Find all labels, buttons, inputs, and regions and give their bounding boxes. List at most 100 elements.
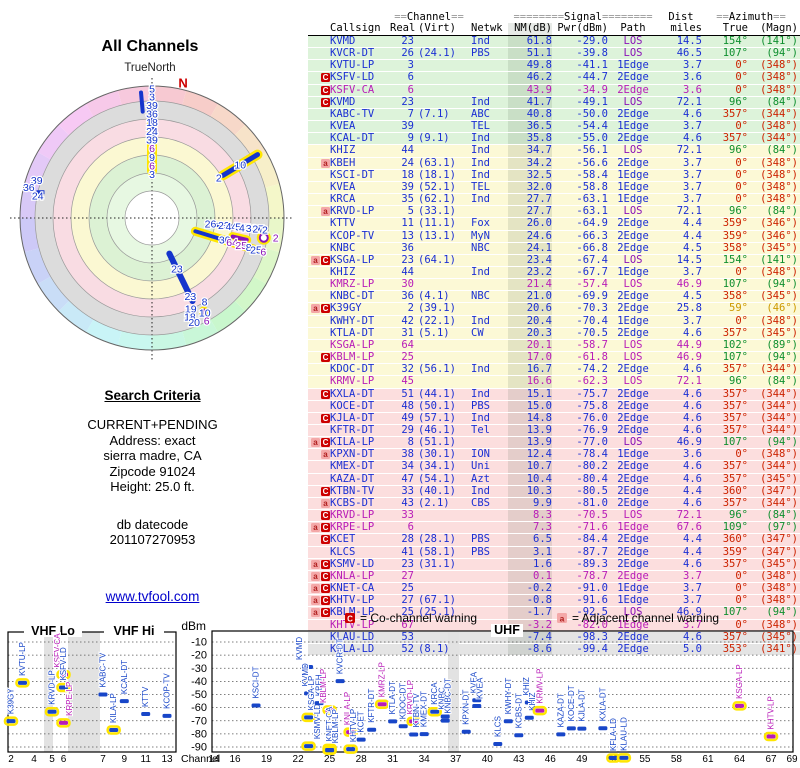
station-callsign-label: KRCA: [430, 682, 439, 705]
channel-tick-label: 5: [49, 754, 55, 765]
cell-virtual-channel: [416, 279, 466, 290]
cell-callsign: KILA-LP: [330, 436, 375, 449]
tvfool-link[interactable]: www.tvfool.com: [105, 589, 200, 604]
channel-tick-label: 28: [356, 754, 368, 765]
cell-real-channel: 2: [407, 302, 414, 315]
cell-virtual-channel: [416, 243, 466, 254]
cell-nm-db: 16.6: [508, 376, 552, 388]
cell-nm-db: 41.7: [508, 96, 552, 108]
adjacent-channel-warning-icon: a: [321, 207, 330, 217]
radar-channel-label: 33: [246, 223, 258, 235]
cell-real-channel: 3: [407, 59, 414, 72]
adjacent-channel-warning-icon: a: [311, 596, 320, 606]
cell-callsign: KRCA: [330, 193, 356, 206]
cell-azimuth-true: 107°: [722, 47, 748, 60]
station-marker: [461, 729, 471, 734]
cell-azimuth-true: 96°: [729, 144, 748, 157]
cell-azimuth-magnetic: (94°): [766, 47, 798, 60]
cell-azimuth-magnetic: (348°): [760, 265, 798, 278]
cell-real-channel: 53: [401, 630, 414, 643]
table-row: KSGA-LP 64 20.1 -58.7 LOS 44.9 102° (89°): [308, 338, 800, 353]
cell-azimuth-true: 357°: [722, 387, 748, 400]
station-callsign-label: KHIZ: [522, 677, 531, 695]
cell-azimuth-true: 0°: [735, 314, 748, 327]
cell-virtual-channel: (62.1): [418, 193, 456, 206]
cell-power-dbm: -91.6: [576, 594, 608, 607]
cell-azimuth-magnetic: (84°): [766, 95, 798, 108]
cell-network: PBS: [471, 399, 490, 412]
warning-icons: [308, 340, 330, 351]
cell-callsign: KHIZ: [330, 265, 356, 278]
station-marker-halo: [3, 716, 19, 726]
cell-real-channel: 49: [401, 411, 414, 424]
cell-path: 2Edge: [617, 83, 649, 96]
cell-nm-db: 32.0: [508, 181, 552, 194]
cell-path: 2Edge: [617, 411, 649, 424]
radar-compass-ring: [265, 218, 284, 253]
cell-virtual-channel: [416, 267, 466, 278]
channel-tick-label: 69: [786, 754, 798, 765]
cell-virtual-channel: (8.1): [418, 642, 450, 655]
station-marker: [440, 718, 450, 723]
station-marker: [304, 664, 314, 669]
cell-virtual-channel: (24.1): [418, 47, 456, 60]
station-marker: [367, 727, 377, 732]
cell-power-dbm: -58.7: [576, 338, 608, 351]
station-marker: [18, 680, 27, 685]
station-callsign-label: KCET: [357, 711, 366, 732]
station-marker: [577, 726, 587, 731]
table-row: KVTU-LP 3 49.8 -41.1 1Edge 3.7 0° (348°): [308, 59, 800, 73]
co-channel-warning-icon: C: [321, 571, 330, 581]
cell-network: [468, 255, 506, 266]
radar-channel-label: 24: [146, 126, 158, 138]
cell-nm-db: 24.1: [508, 242, 552, 254]
cell-path: 2Edge: [617, 71, 649, 84]
warning-icons: a: [308, 498, 330, 509]
cell-virtual-channel: (56.1): [418, 363, 456, 376]
cell-azimuth-true: 359°: [722, 229, 748, 242]
cell-azimuth-true: 358°: [722, 290, 748, 303]
cell-real-channel: 23: [401, 95, 414, 108]
cell-virtual-channel: (31.1): [418, 557, 456, 570]
search-criteria-title: Search Criteria: [104, 388, 201, 403]
cell-path: LOS: [623, 606, 643, 619]
cell-azimuth-magnetic: (348°): [760, 193, 798, 206]
adjacent-channel-warning-glyph: a: [560, 614, 565, 624]
table-row: C KBLM-LP 25 17.0 -61.8 LOS 46.9 107° (94°): [308, 351, 800, 365]
cell-azimuth-magnetic: (344°): [760, 387, 798, 400]
cell-azimuth-true: 107°: [722, 606, 748, 619]
station-marker: [325, 707, 335, 712]
warning-icons: [308, 328, 330, 339]
cell-callsign: KBLM-LP: [330, 606, 375, 619]
cell-azimuth-magnetic: (346°): [760, 229, 798, 242]
station-callsign-label: KHIZ: [528, 692, 537, 710]
station-marker-halo: [322, 705, 337, 715]
cell-power-dbm: -64.9: [576, 217, 608, 230]
cell-azimuth-magnetic: (348°): [760, 180, 798, 193]
cell-callsign: KNET-CA: [330, 582, 375, 595]
cell-azimuth-true: 357°: [722, 107, 748, 120]
radar-channel-label: 23: [171, 264, 183, 276]
channel-tick-label: 34: [419, 754, 431, 765]
cell-power-dbm: -75.8: [576, 399, 608, 412]
cell-azimuth-true: 109°: [722, 521, 748, 534]
cell-path: 2Edge: [617, 132, 649, 145]
co-channel-warning-icon: C: [321, 413, 330, 423]
cell-nm-db: 15.0: [508, 400, 552, 412]
radar-channel-label: 39: [31, 175, 43, 187]
channel-tick-label: 25: [324, 754, 336, 765]
channel-tick-label: 19: [261, 754, 273, 765]
cell-power-dbm: -63.1: [576, 205, 608, 218]
station-marker: [119, 699, 129, 704]
radar-compass-ring: [210, 103, 246, 136]
station-callsign-label: KRVD-LP: [406, 680, 415, 715]
cell-network: Ind: [471, 95, 490, 108]
station-marker-halo: [732, 701, 747, 711]
cell-azimuth-true: 154°: [722, 253, 748, 266]
station-marker: [346, 730, 356, 735]
cell-real-channel: 9: [407, 132, 414, 145]
cell-azimuth-true: 357°: [722, 363, 748, 376]
station-callsign-label: KAZA-DT: [556, 693, 565, 727]
cell-path: 2Edge: [617, 557, 649, 570]
cell-network: Tel: [471, 424, 490, 436]
